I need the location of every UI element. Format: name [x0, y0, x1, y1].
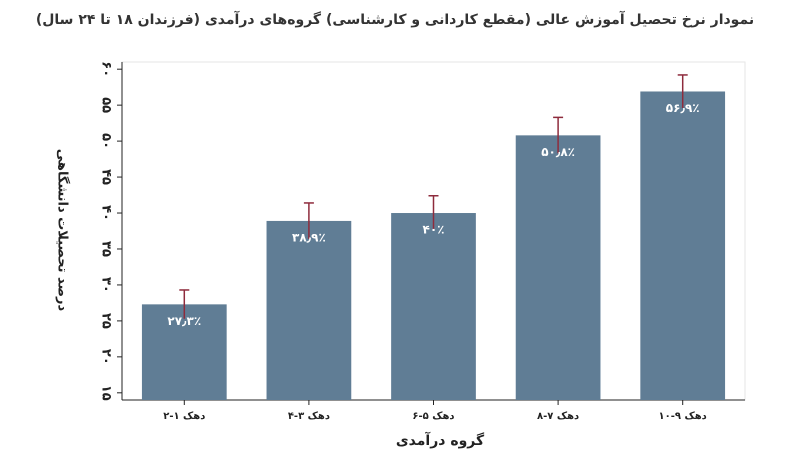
y-tick-label: ۴۰	[99, 205, 114, 221]
value-label: ۳۸٫۹٪	[292, 230, 326, 244]
y-tick-label: ۳۰	[99, 277, 114, 293]
y-axis-label: درصد تحصیلات دانشگاهی	[55, 149, 71, 312]
x-tick-label: دهک ۳-۴	[288, 411, 330, 422]
y-tick-label: ۵۵	[99, 97, 114, 113]
bar	[266, 220, 352, 400]
x-tick-label: دهک ۵-۶	[412, 411, 454, 422]
bar	[515, 135, 601, 400]
y-tick-label: ۲۰	[99, 349, 114, 365]
y-tick-label: ۲۵	[99, 313, 114, 329]
x-tick-label: دهک ۹-۱۰	[659, 411, 707, 422]
y-tick-label: ۵۰	[99, 133, 114, 149]
value-label: ۵۰٫۸٪	[541, 145, 575, 159]
x-axis-label: گروه درآمدی	[396, 431, 485, 449]
y-tick-label: ۶۰	[99, 61, 114, 77]
value-label: ۵۶٫۹٪	[666, 101, 700, 115]
value-label: ۲۷٫۳٪	[167, 314, 201, 328]
x-tick-label: دهک ۱-۲	[163, 411, 205, 422]
chart-title: نمودار نرخ تحصیل آموزش عالی (مقطع کاردان…	[36, 10, 754, 28]
x-tick-label: دهک ۷-۸	[537, 411, 579, 422]
y-tick-label: ۴۵	[99, 169, 114, 185]
bar	[391, 213, 476, 400]
bar	[640, 91, 726, 400]
bar	[141, 304, 227, 400]
y-tick-label: ۱۵	[99, 385, 114, 401]
value-label: ۴۰٪	[423, 223, 445, 237]
y-tick-label: ۳۵	[99, 241, 114, 257]
